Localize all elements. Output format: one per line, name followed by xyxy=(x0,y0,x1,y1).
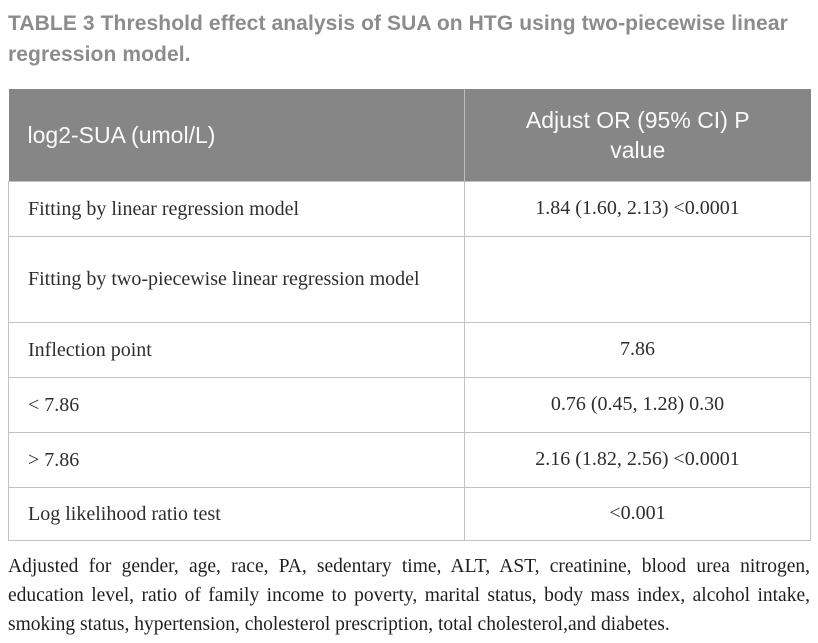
header-row: log2-SUA (umol/L) Adjust OR (95% CI) P v… xyxy=(8,89,811,181)
table-header: log2-SUA (umol/L) Adjust OR (95% CI) P v… xyxy=(8,89,811,181)
threshold-effect-table: log2-SUA (umol/L) Adjust OR (95% CI) P v… xyxy=(8,89,811,541)
table-footnote: Adjusted for gender, age, race, PA, sede… xyxy=(8,555,810,635)
table-body: Fitting by linear regression model 1.84 … xyxy=(8,180,811,541)
row-value: 7.86 xyxy=(464,321,811,378)
row-value: 1.84 (1.60, 2.13) <0.0001 xyxy=(464,180,811,237)
row-value: 0.76 (0.45, 1.28) 0.30 xyxy=(464,376,811,433)
table-row: > 7.86 2.16 (1.82, 2.56) <0.0001 xyxy=(8,431,811,488)
row-label: Fitting by linear regression model xyxy=(8,180,465,237)
table-row: < 7.86 0.76 (0.45, 1.28) 0.30 xyxy=(8,376,811,433)
table-row: Log likelihood ratio test <0.001 xyxy=(8,486,811,541)
row-value: 2.16 (1.82, 2.56) <0.0001 xyxy=(464,431,811,488)
table-title: TABLE 3 Threshold effect analysis of SUA… xyxy=(8,12,788,66)
row-value: <0.001 xyxy=(464,486,811,541)
row-label: Inflection point xyxy=(8,321,465,378)
row-label: Fitting by two-piecewise linear regressi… xyxy=(8,235,465,323)
row-label: Log likelihood ratio test xyxy=(8,486,465,541)
row-label: > 7.86 xyxy=(8,431,465,488)
table-row: Fitting by linear regression model 1.84 … xyxy=(8,180,811,237)
row-value xyxy=(464,235,811,323)
table-row: Fitting by two-piecewise linear regressi… xyxy=(8,235,811,323)
table-row: Inflection point 7.86 xyxy=(8,321,811,378)
column-header-adjust-or: Adjust OR (95% CI) P value xyxy=(464,89,811,181)
column-header-log2-sua: log2-SUA (umol/L) xyxy=(8,89,465,181)
row-label: < 7.86 xyxy=(8,376,465,433)
